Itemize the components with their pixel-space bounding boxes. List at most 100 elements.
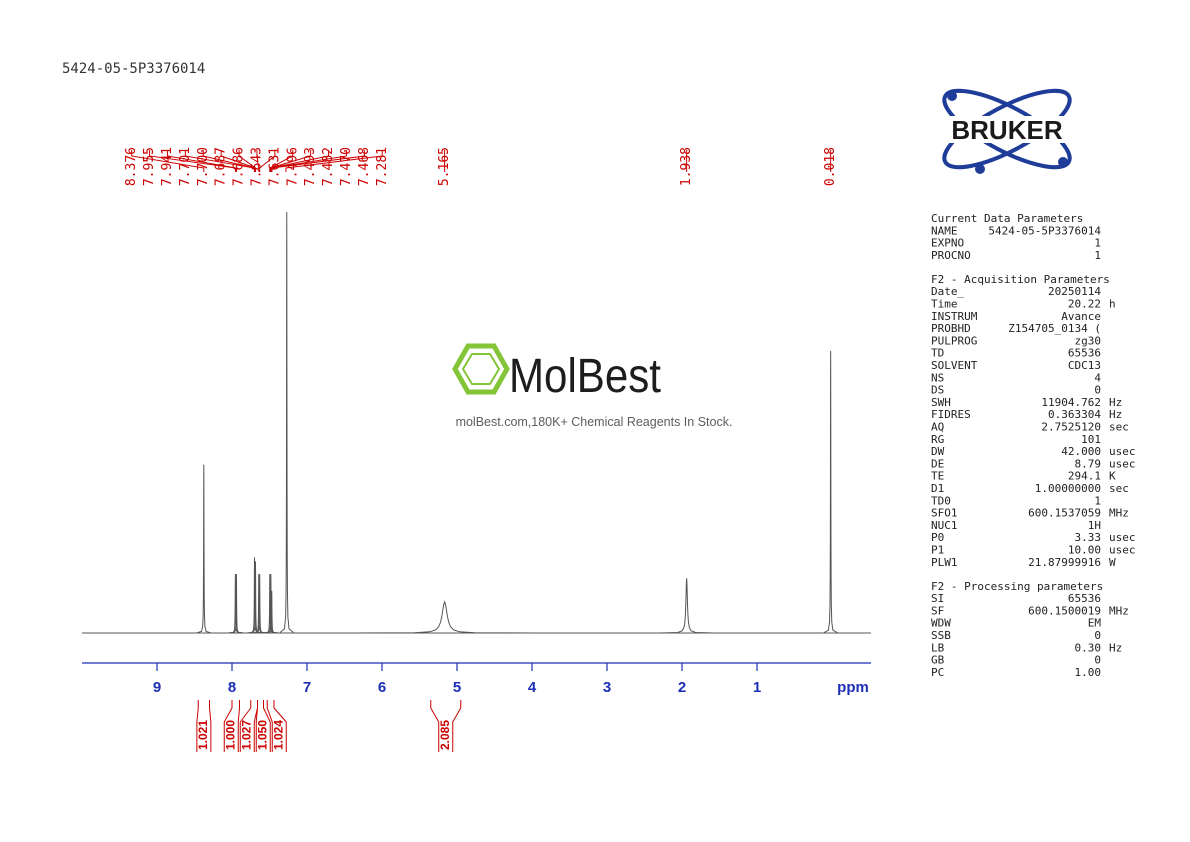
parameter-value: 0.30 bbox=[1075, 641, 1102, 654]
parameter-key: PROBHD bbox=[931, 322, 971, 335]
x-tick-label: 3 bbox=[603, 679, 611, 696]
x-tick-label: 2 bbox=[678, 679, 686, 696]
peak bbox=[823, 350, 838, 634]
watermark: MolBest molBest.com,180K+ Chemical Reage… bbox=[452, 343, 732, 429]
integral-bracket bbox=[255, 700, 258, 752]
parameter-key: RG bbox=[931, 433, 944, 446]
peak-label: 7.496 bbox=[285, 147, 300, 186]
parameter-unit: sec bbox=[1109, 420, 1129, 433]
integral-bracket bbox=[266, 700, 273, 752]
parameter-key: TD bbox=[931, 347, 944, 360]
parameter-key: SSB bbox=[931, 629, 951, 642]
parameter-value: 10.00 bbox=[1068, 543, 1101, 556]
parameter-key: INSTRUM bbox=[931, 310, 978, 323]
watermark-name: MolBest bbox=[509, 350, 661, 403]
parameter-value: Avance bbox=[1061, 310, 1101, 323]
parameter-unit: Hz bbox=[1109, 408, 1122, 421]
peak bbox=[248, 561, 263, 634]
x-tick-label: 7 bbox=[303, 679, 311, 696]
parameter-value: 65536 bbox=[1068, 347, 1101, 360]
parameter-unit: Hz bbox=[1109, 641, 1122, 654]
parameter-key: DE bbox=[931, 457, 944, 470]
parameter-key: FIDRES bbox=[931, 408, 971, 421]
parameter-unit: usec bbox=[1109, 445, 1136, 458]
parameter-unit: h bbox=[1109, 297, 1116, 310]
parameter-unit: Hz bbox=[1109, 396, 1122, 409]
peak-label-leader bbox=[259, 150, 276, 172]
integral-bracket bbox=[273, 700, 287, 752]
parameter-key: D1 bbox=[931, 482, 944, 495]
peak-label-leader bbox=[269, 150, 312, 172]
parameter-unit: usec bbox=[1109, 543, 1136, 556]
parameter-unit: usec bbox=[1109, 531, 1136, 544]
parameter-key: Time bbox=[931, 297, 958, 310]
x-tick-label: 4 bbox=[528, 679, 537, 696]
parameter-value: 5424-05-5P3376014 bbox=[988, 224, 1101, 237]
integral-bracket bbox=[209, 700, 212, 752]
x-axis-label: ppm bbox=[837, 679, 869, 696]
peak bbox=[196, 464, 211, 634]
parameter-value: 65536 bbox=[1068, 592, 1101, 605]
parameter-value: 2.7525120 bbox=[1041, 420, 1101, 433]
parameter-key: WDW bbox=[931, 617, 951, 630]
integral-bracket bbox=[237, 700, 240, 752]
peak-label-leader bbox=[271, 150, 365, 172]
integral-bracket bbox=[263, 700, 271, 752]
parameter-value: 4 bbox=[1094, 371, 1101, 384]
integral-bracket bbox=[196, 700, 199, 752]
parameter-key: DW bbox=[931, 445, 945, 458]
sample-title: 5424-05-5P3376014 bbox=[62, 61, 205, 77]
parameter-key: NUC1 bbox=[931, 519, 958, 532]
logo-text: BRUKER bbox=[951, 115, 1062, 145]
parameter-key: P0 bbox=[931, 531, 944, 544]
parameter-value: 1 bbox=[1094, 494, 1101, 507]
integral-bracket bbox=[452, 700, 462, 752]
parameter-key: NS bbox=[931, 371, 944, 384]
peak-label: 7.643 bbox=[249, 147, 264, 186]
parameter-value: 42.000 bbox=[1061, 445, 1101, 458]
parameter-value: 1H bbox=[1088, 519, 1101, 532]
parameter-unit: K bbox=[1109, 470, 1116, 483]
peak-label-leader bbox=[256, 150, 260, 172]
parameter-value: 101 bbox=[1081, 433, 1101, 446]
parameter-key: DS bbox=[931, 384, 944, 397]
parameter-key: SI bbox=[931, 592, 944, 605]
parameter-value: 20250114 bbox=[1048, 285, 1101, 298]
parameter-unit: usec bbox=[1109, 457, 1136, 470]
x-tick-label: 5 bbox=[453, 679, 461, 696]
integral-label: 2.085 bbox=[438, 720, 452, 750]
x-tick-label: 8 bbox=[228, 679, 236, 696]
parameter-heading: Current Data Parameters bbox=[931, 212, 1083, 225]
parameter-key: SFO1 bbox=[931, 507, 958, 520]
parameter-key: Date_ bbox=[931, 285, 964, 298]
parameter-value: 294.1 bbox=[1068, 470, 1101, 483]
integral-bracket bbox=[239, 700, 252, 752]
parameter-value: 11904.762 bbox=[1041, 396, 1101, 409]
parameter-value: 1.00000000 bbox=[1035, 482, 1101, 495]
peak-label-leader bbox=[131, 150, 205, 172]
parameter-value: 600.1500019 bbox=[1028, 604, 1101, 617]
parameter-value: 8.79 bbox=[1075, 457, 1102, 470]
parameter-value: 1 bbox=[1094, 249, 1101, 262]
parameter-key: EXPNO bbox=[931, 237, 964, 250]
parameter-key: GB bbox=[931, 654, 945, 667]
peak-label-leader bbox=[166, 150, 237, 172]
parameter-value: 600.1537059 bbox=[1028, 507, 1101, 520]
parameter-value: 3.33 bbox=[1075, 531, 1102, 544]
peak bbox=[659, 578, 714, 634]
parameter-key: SOLVENT bbox=[931, 359, 978, 372]
peak-label-leader bbox=[270, 150, 330, 172]
peak bbox=[252, 574, 267, 634]
parameter-value: 0 bbox=[1094, 629, 1101, 642]
parameter-key: AQ bbox=[931, 420, 944, 433]
parameter-value: 0 bbox=[1094, 654, 1101, 667]
parameter-key: PLW1 bbox=[931, 556, 958, 569]
peak bbox=[354, 600, 535, 634]
parameter-key: P1 bbox=[931, 543, 944, 556]
peak-label: 7.686 bbox=[232, 147, 247, 186]
parameter-unit: MHz bbox=[1109, 507, 1129, 520]
parameter-value: zg30 bbox=[1075, 334, 1102, 347]
